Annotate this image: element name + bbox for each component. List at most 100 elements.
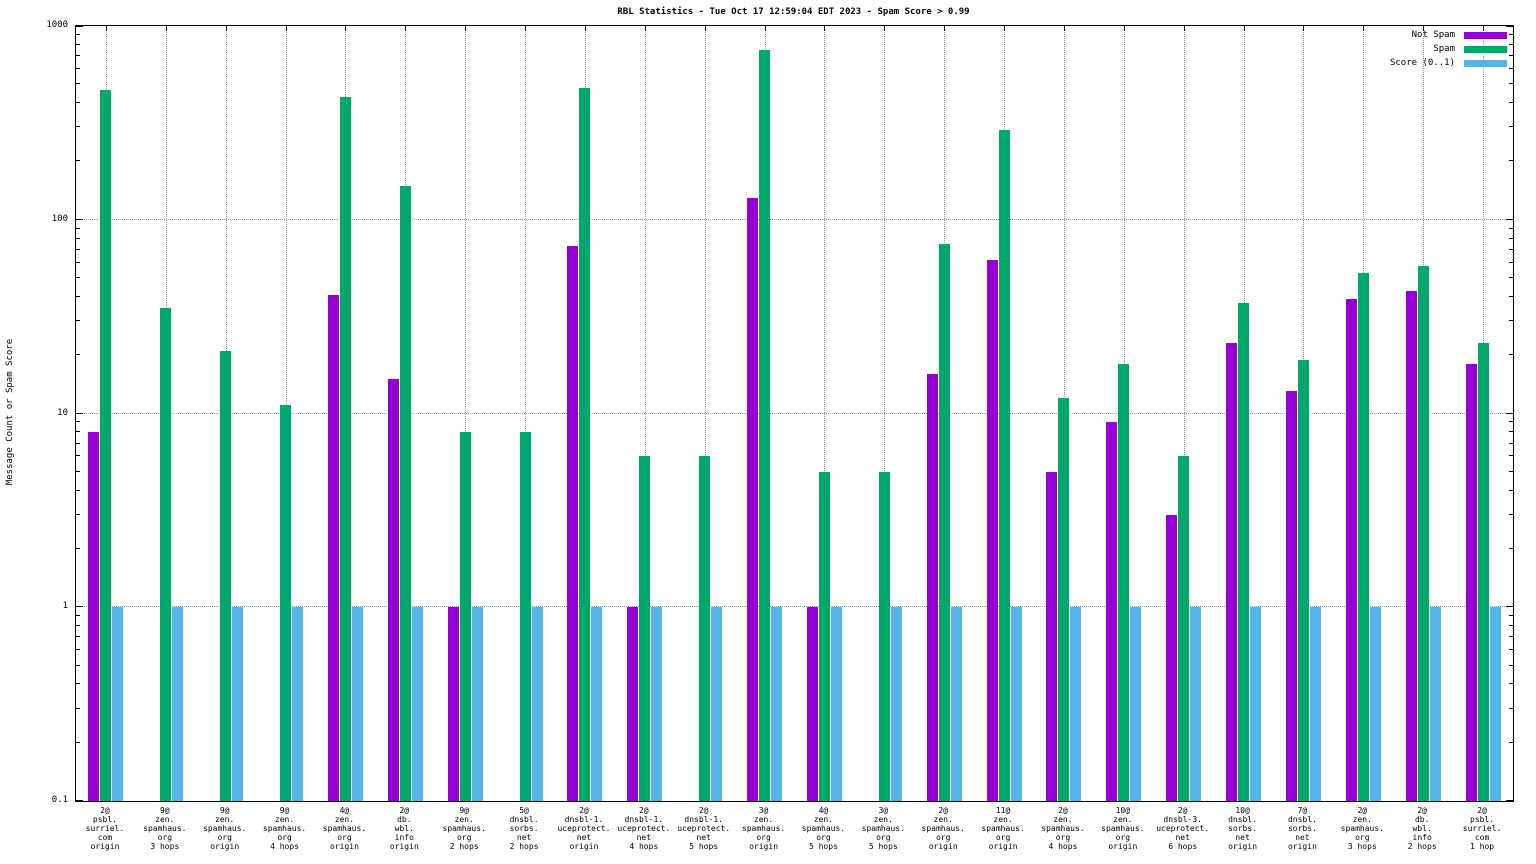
legend-item: Score (0..1)	[1390, 58, 1507, 68]
x-tick-top	[1123, 26, 1125, 31]
x-category-label: 4@ zen. spamhaus. org origin	[322, 806, 367, 851]
y-minor-tick	[76, 237, 80, 239]
x-tick-top	[1063, 26, 1065, 31]
y-minor-tick	[76, 741, 80, 743]
y-minor-tick	[1509, 489, 1513, 491]
bar-score-0-1-	[1429, 607, 1441, 801]
y-minor-tick	[1509, 615, 1513, 617]
y-minor-tick	[1509, 277, 1513, 279]
x-gridline	[824, 26, 826, 801]
y-minor-tick	[1509, 261, 1513, 263]
y-minor-tick	[1509, 470, 1513, 472]
y-tick-label: 10	[57, 407, 68, 418]
y-minor-tick	[76, 455, 80, 457]
bar-score-0-1-	[172, 607, 184, 801]
y-minor-tick	[76, 354, 80, 356]
bar-spam	[878, 471, 890, 801]
x-gridline	[704, 26, 706, 801]
bar-spam	[220, 351, 232, 801]
bar-not-spam	[327, 294, 339, 801]
bar-spam	[579, 87, 591, 801]
y-minor-tick	[76, 43, 80, 45]
x-category-label: 2@ dnsbl-3. uceprotect. net 6 hops	[1156, 806, 1210, 851]
x-category-label: 9@ zen. spamhaus. org origin	[203, 806, 247, 851]
bar-spam	[399, 185, 411, 801]
bar-spam	[639, 456, 651, 801]
bar-spam	[759, 50, 771, 801]
y-minor-tick	[76, 442, 80, 444]
bar-score-0-1-	[1489, 607, 1501, 801]
bar-not-spam	[1345, 298, 1357, 801]
bar-score-0-1-	[292, 607, 304, 801]
bar-not-spam	[567, 246, 579, 801]
y-minor-tick	[1509, 649, 1513, 651]
y-minor-tick	[76, 160, 80, 162]
chart-title: RBL Statistics - Tue Oct 17 12:59:04 EDT…	[617, 7, 970, 17]
y-gridline	[76, 606, 1513, 608]
y-minor-tick	[1509, 227, 1513, 229]
x-gridline	[465, 26, 467, 801]
x-tick-top	[584, 26, 586, 31]
y-minor-tick	[1509, 43, 1513, 45]
bar-spam	[519, 432, 531, 801]
y-minor-tick	[1509, 67, 1513, 69]
legend-item: Not Spam	[1412, 30, 1507, 40]
y-minor-tick	[76, 295, 80, 297]
bar-score-0-1-	[711, 607, 723, 801]
bar-not-spam	[627, 607, 639, 801]
bar-score-0-1-	[1190, 607, 1202, 801]
bar-spam	[699, 456, 711, 801]
y-minor-tick	[1509, 248, 1513, 250]
x-tick-top	[824, 26, 826, 31]
x-category-label: 5@ dnsbl. sorbs. net 2 hops	[509, 806, 539, 851]
y-minor-tick	[1509, 513, 1513, 515]
y-minor-tick	[1509, 126, 1513, 128]
y-gridline	[76, 412, 1513, 414]
y-minor-tick	[76, 513, 80, 515]
y-minor-tick	[1509, 295, 1513, 297]
legend-label: Not Spam	[1411, 30, 1455, 40]
y-minor-tick	[76, 261, 80, 263]
y-minor-tick	[1509, 33, 1513, 35]
bar-score-0-1-	[1130, 607, 1142, 801]
y-major-tick	[1506, 606, 1513, 608]
y-minor-tick	[1509, 455, 1513, 457]
bar-spam	[160, 308, 172, 801]
x-gridline	[1183, 26, 1185, 801]
x-category-label: 10@ dnsbl. sorbs. net origin	[1228, 806, 1258, 851]
y-minor-tick	[76, 683, 80, 685]
y-major-tick	[76, 800, 83, 801]
bar-not-spam	[1405, 290, 1417, 801]
bar-not-spam	[1166, 514, 1178, 801]
bar-score-0-1-	[112, 607, 124, 801]
bar-score-0-1-	[351, 607, 363, 801]
y-minor-tick	[76, 470, 80, 472]
bar-not-spam	[1465, 364, 1477, 801]
legend-swatch	[1464, 45, 1507, 53]
x-category-label: 9@ zen. spamhaus. org 4 hops	[262, 806, 307, 851]
y-tick-label: 1	[62, 601, 68, 612]
y-major-tick	[1506, 800, 1513, 801]
y-tick-label: 1000	[46, 20, 68, 30]
legend-label: Spam	[1433, 44, 1455, 54]
bar-not-spam	[1106, 422, 1118, 801]
bar-spam	[100, 89, 112, 801]
y-minor-tick	[1509, 237, 1513, 239]
y-minor-tick	[76, 625, 80, 627]
y-minor-tick	[1509, 102, 1513, 104]
bar-score-0-1-	[531, 607, 543, 801]
bar-score-0-1-	[411, 607, 423, 801]
x-tick-top	[944, 26, 946, 31]
bar-not-spam	[88, 432, 100, 801]
y-minor-tick	[1509, 442, 1513, 444]
bar-score-0-1-	[1070, 607, 1082, 801]
bar-not-spam	[447, 607, 459, 801]
y-minor-tick	[76, 489, 80, 491]
x-tick-top	[525, 26, 527, 31]
x-tick-top	[165, 26, 167, 31]
y-tick-label: 0.1	[51, 795, 68, 805]
x-category-label: 4@ zen. spamhaus. org 5 hops	[801, 806, 846, 851]
x-tick-top	[1243, 26, 1245, 31]
legend-item: Spam	[1433, 44, 1507, 54]
legend: Not Spam Spam Score (0..1)	[1390, 30, 1507, 68]
